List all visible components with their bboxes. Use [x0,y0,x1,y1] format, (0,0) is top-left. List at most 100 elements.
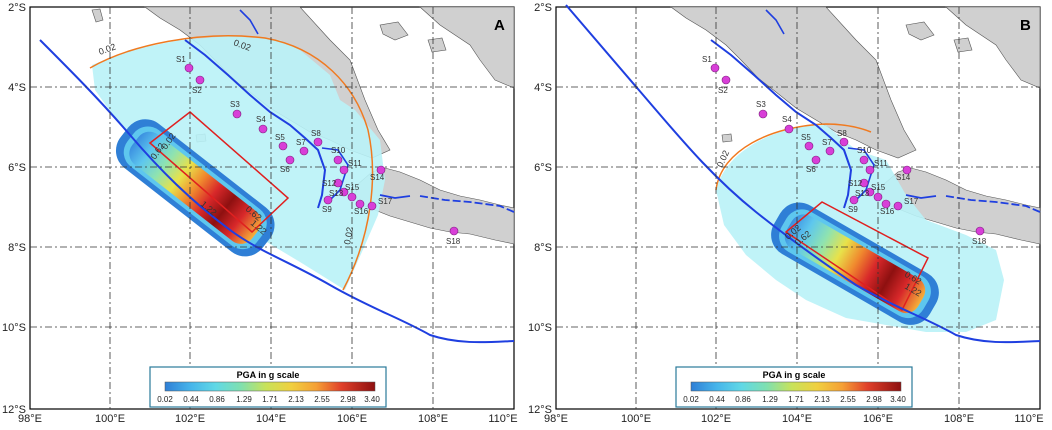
station-marker[interactable] [299,146,309,156]
station-label: S14 [896,173,911,182]
station-marker[interactable] [710,63,720,73]
station-label: S17 [904,197,919,206]
station-marker[interactable] [902,165,912,175]
station-marker[interactable] [376,165,386,175]
station-label: S17 [378,197,393,206]
station-label: S10 [857,146,872,155]
lat-tick: 10°S [2,322,26,334]
station-marker[interactable] [839,137,849,147]
station-label: S13 [855,189,870,198]
legend-title: PGA in g scale [237,370,300,380]
station-marker[interactable] [784,124,794,134]
rupture-zone [771,202,939,325]
station-marker[interactable] [721,75,731,85]
fault-segment-java-2 [379,194,411,199]
station-marker[interactable] [333,155,343,165]
legend-tick: 0.44 [183,395,199,404]
legend-tick: 3.40 [890,395,906,404]
station-label: S6 [806,165,816,174]
sunda-trench [39,39,515,344]
station-marker[interactable] [975,226,985,236]
lon-tick: 102°E [701,413,731,425]
station-label: S3 [230,100,240,109]
pga-contour-002 [715,123,872,191]
station-label: S9 [848,205,858,214]
lat-tick: 2°S [534,2,552,14]
fault-box-dashed [821,201,929,259]
lon-tick: 100°E [95,413,125,425]
fault-segment-1 [765,9,785,35]
lon-tick: 110°E [488,413,517,425]
map-panel-b: 0.02 0.02 0.62 0.62 1.22 S1 S2 S3 S4 S5 … [526,0,1052,425]
graticule [30,7,514,409]
station-marker[interactable] [811,155,821,165]
station-label: S12 [322,179,337,188]
lat-tick: 6°S [534,162,552,174]
lon-tick: 108°E [944,413,974,425]
lon-tick: 104°E [256,413,286,425]
rupture-zone [115,119,275,257]
lon-tick: 104°E [782,413,812,425]
lat-tick: 8°S [534,242,552,254]
station-marker[interactable] [285,155,295,165]
lon-tick: 100°E [621,413,651,425]
station-label: S16 [880,207,895,216]
station-marker[interactable] [849,195,859,205]
legend-tick: 2.98 [866,395,882,404]
panel-label: A [494,17,505,34]
station-marker[interactable] [449,226,459,236]
legend-tick: 0.02 [683,395,699,404]
station-label: S2 [718,86,728,95]
lon-tick: 110°E [1014,413,1043,425]
map-b: 0.02 0.02 0.62 0.62 1.22 S1 S2 S3 S4 S5 … [528,2,1044,425]
legend-tick: 2.13 [288,395,304,404]
station-label: S8 [311,129,321,138]
lon-tick: 106°E [863,413,893,425]
station-marker[interactable] [804,141,814,151]
station-markers [184,63,459,236]
station-marker[interactable] [758,109,768,119]
station-marker[interactable] [278,141,288,151]
station-marker[interactable] [859,155,869,165]
legend-colorbar [690,381,902,392]
legend-tick: 2.98 [340,395,356,404]
legend-tick: 0.86 [735,395,751,404]
station-marker[interactable] [258,124,268,134]
fault-segment-2 [847,147,875,201]
station-marker[interactable] [195,75,205,85]
pga-low-zone [92,36,385,290]
station-marker[interactable] [825,146,835,156]
station-marker[interactable] [347,192,357,202]
station-label: S4 [782,115,792,124]
station-marker[interactable] [355,199,365,209]
fault-box-dashed [189,111,289,199]
map-a: 0.02 0.02 0.02 0.62 0.02 1.22 0.62 1.22 … [2,2,518,425]
bangka-island [379,21,409,41]
station-label: S8 [837,129,847,138]
legend-tick: 1.29 [236,395,252,404]
station-marker[interactable] [339,165,349,175]
station-marker[interactable] [333,178,343,188]
legend-tick: 1.71 [262,395,278,404]
station-marker[interactable] [881,199,891,209]
station-marker[interactable] [184,63,194,73]
station-marker[interactable] [873,192,883,202]
station-marker[interactable] [323,195,333,205]
belitung-island [953,37,973,53]
station-marker[interactable] [865,187,875,197]
lat-tick: 2°S [8,2,26,14]
station-label: S18 [446,237,461,246]
legend-tick: 1.29 [762,395,778,404]
lat-tick: 6°S [8,162,26,174]
station-marker[interactable] [232,109,242,119]
fault-segment-java [945,195,1041,213]
station-marker[interactable] [367,201,377,211]
lon-tick: 98°E [18,413,42,425]
station-marker[interactable] [313,137,323,147]
station-marker[interactable] [893,201,903,211]
legend-tick: 3.40 [364,395,380,404]
station-marker[interactable] [859,178,869,188]
legend-tick: 0.44 [709,395,725,404]
station-marker[interactable] [339,187,349,197]
station-marker[interactable] [865,165,875,175]
